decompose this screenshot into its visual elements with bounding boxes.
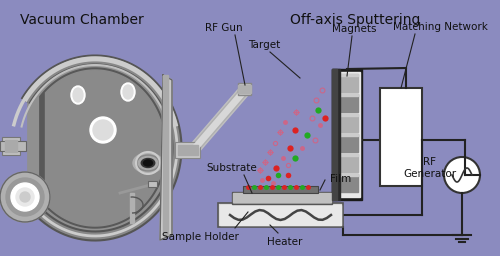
Ellipse shape xyxy=(142,158,155,167)
Bar xyxy=(336,174,358,192)
Bar xyxy=(178,145,198,155)
Circle shape xyxy=(93,120,113,140)
Bar xyxy=(332,69,337,200)
Bar xyxy=(336,94,358,96)
Circle shape xyxy=(6,178,44,216)
Bar xyxy=(148,181,157,187)
Bar xyxy=(336,154,358,156)
Ellipse shape xyxy=(144,160,152,166)
Bar xyxy=(238,85,251,93)
Bar xyxy=(0,141,26,151)
Polygon shape xyxy=(160,75,172,240)
Bar xyxy=(336,74,358,92)
Polygon shape xyxy=(40,68,167,228)
Text: Sample Holder: Sample Holder xyxy=(162,232,238,242)
Bar xyxy=(336,74,358,76)
Polygon shape xyxy=(46,70,165,226)
Text: Magnets: Magnets xyxy=(332,24,376,34)
Bar xyxy=(233,193,331,202)
Text: Heater: Heater xyxy=(268,237,302,247)
Text: Target: Target xyxy=(248,40,280,50)
Text: RF Gun: RF Gun xyxy=(205,23,243,33)
Text: Matching Network: Matching Network xyxy=(392,22,488,32)
Ellipse shape xyxy=(123,85,133,99)
Ellipse shape xyxy=(73,88,83,102)
Bar xyxy=(218,203,343,227)
Bar xyxy=(243,186,318,193)
Bar xyxy=(5,140,17,152)
Bar xyxy=(238,83,251,95)
Circle shape xyxy=(0,172,50,222)
Ellipse shape xyxy=(133,153,163,173)
Bar xyxy=(220,205,341,225)
Ellipse shape xyxy=(138,156,158,169)
Bar xyxy=(336,134,358,136)
Ellipse shape xyxy=(136,155,160,171)
Circle shape xyxy=(11,183,39,211)
Bar xyxy=(336,114,358,132)
Bar xyxy=(332,69,362,200)
Text: Substrate: Substrate xyxy=(206,163,258,173)
Bar xyxy=(336,134,358,152)
Ellipse shape xyxy=(121,83,135,101)
Circle shape xyxy=(16,188,34,206)
Text: Vacuum Chamber: Vacuum Chamber xyxy=(20,13,144,27)
Bar xyxy=(232,192,332,204)
Bar xyxy=(334,72,360,197)
Bar xyxy=(336,114,358,116)
Circle shape xyxy=(90,117,116,143)
Bar xyxy=(380,88,422,186)
Bar xyxy=(332,69,340,200)
Bar xyxy=(336,154,358,172)
Bar xyxy=(2,137,20,155)
Circle shape xyxy=(20,192,30,202)
Circle shape xyxy=(444,157,480,193)
Ellipse shape xyxy=(71,86,85,104)
Bar xyxy=(175,142,200,158)
Bar xyxy=(130,193,134,223)
Polygon shape xyxy=(28,60,177,236)
Text: RF
Generator: RF Generator xyxy=(404,157,456,179)
Polygon shape xyxy=(163,75,168,235)
Text: Off-axis Sputtering: Off-axis Sputtering xyxy=(290,13,420,27)
Text: Film: Film xyxy=(330,174,351,184)
Bar xyxy=(336,174,358,176)
Bar xyxy=(336,94,358,112)
